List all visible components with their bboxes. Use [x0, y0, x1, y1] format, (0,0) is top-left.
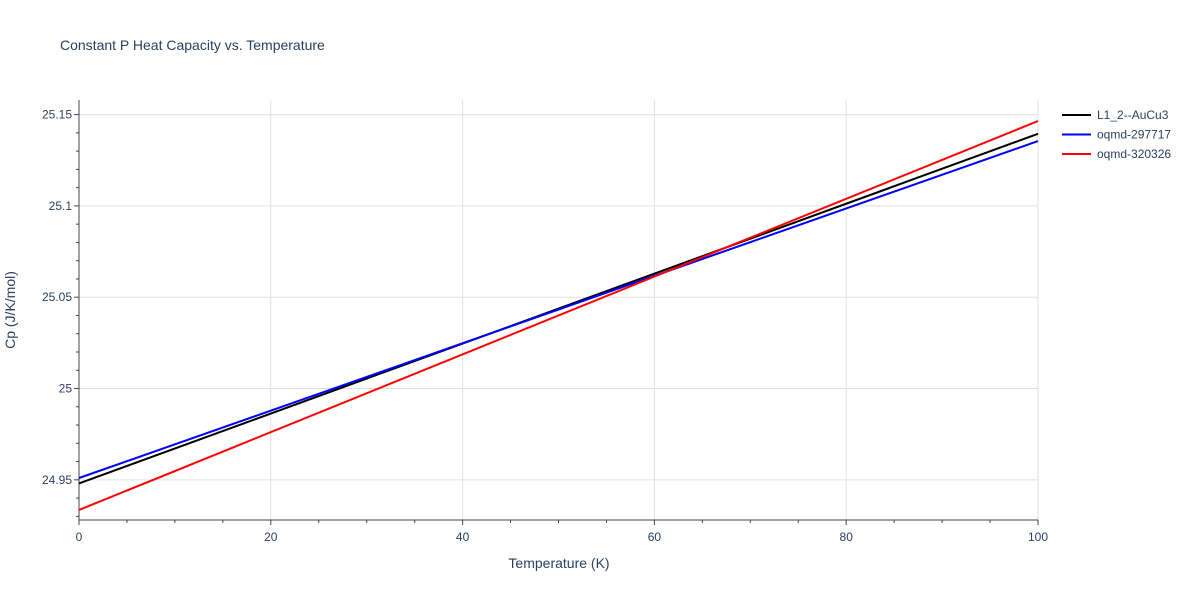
axes — [74, 100, 1039, 525]
series-lines — [78, 120, 1039, 511]
y-axis-title: Cp (J/K/mol) — [2, 271, 18, 349]
legend-item[interactable]: oqmd-320326 — [1062, 147, 1171, 161]
grid — [79, 100, 1039, 520]
series-line-oqmd-320326 — [78, 120, 1039, 511]
tick-labels: 0 20 40 60 80 100 24.95 25 25.05 25.1 25.15 — [42, 108, 1048, 544]
x-tick-label: 20 — [264, 530, 278, 544]
chart-title: Constant P Heat Capacity vs. Temperature — [60, 37, 325, 53]
legend-item[interactable]: L1_2--AuCu3 — [1062, 108, 1169, 122]
x-tick-label: 0 — [76, 530, 83, 544]
x-tick-label: 80 — [840, 530, 854, 544]
y-tick-label: 25.05 — [42, 290, 72, 304]
x-axis-title: Temperature (K) — [508, 555, 609, 571]
legend-item[interactable]: oqmd-297717 — [1062, 128, 1171, 142]
series-line-oqmd-297717 — [78, 140, 1039, 479]
x-tick-label: 60 — [648, 530, 662, 544]
legend-label: L1_2--AuCu3 — [1097, 108, 1169, 122]
legend-label: oqmd-320326 — [1097, 147, 1171, 161]
y-tick-label: 24.95 — [42, 473, 72, 487]
y-tick-label: 25.1 — [49, 199, 73, 213]
y-tick-label: 25 — [59, 382, 73, 396]
x-tick-label: 40 — [456, 530, 470, 544]
x-tick-label: 100 — [1028, 530, 1048, 544]
legend-label: oqmd-297717 — [1097, 128, 1171, 142]
legend[interactable]: L1_2--AuCu3 oqmd-297717 oqmd-320326 — [1062, 108, 1171, 161]
y-tick-label: 25.15 — [42, 108, 72, 122]
